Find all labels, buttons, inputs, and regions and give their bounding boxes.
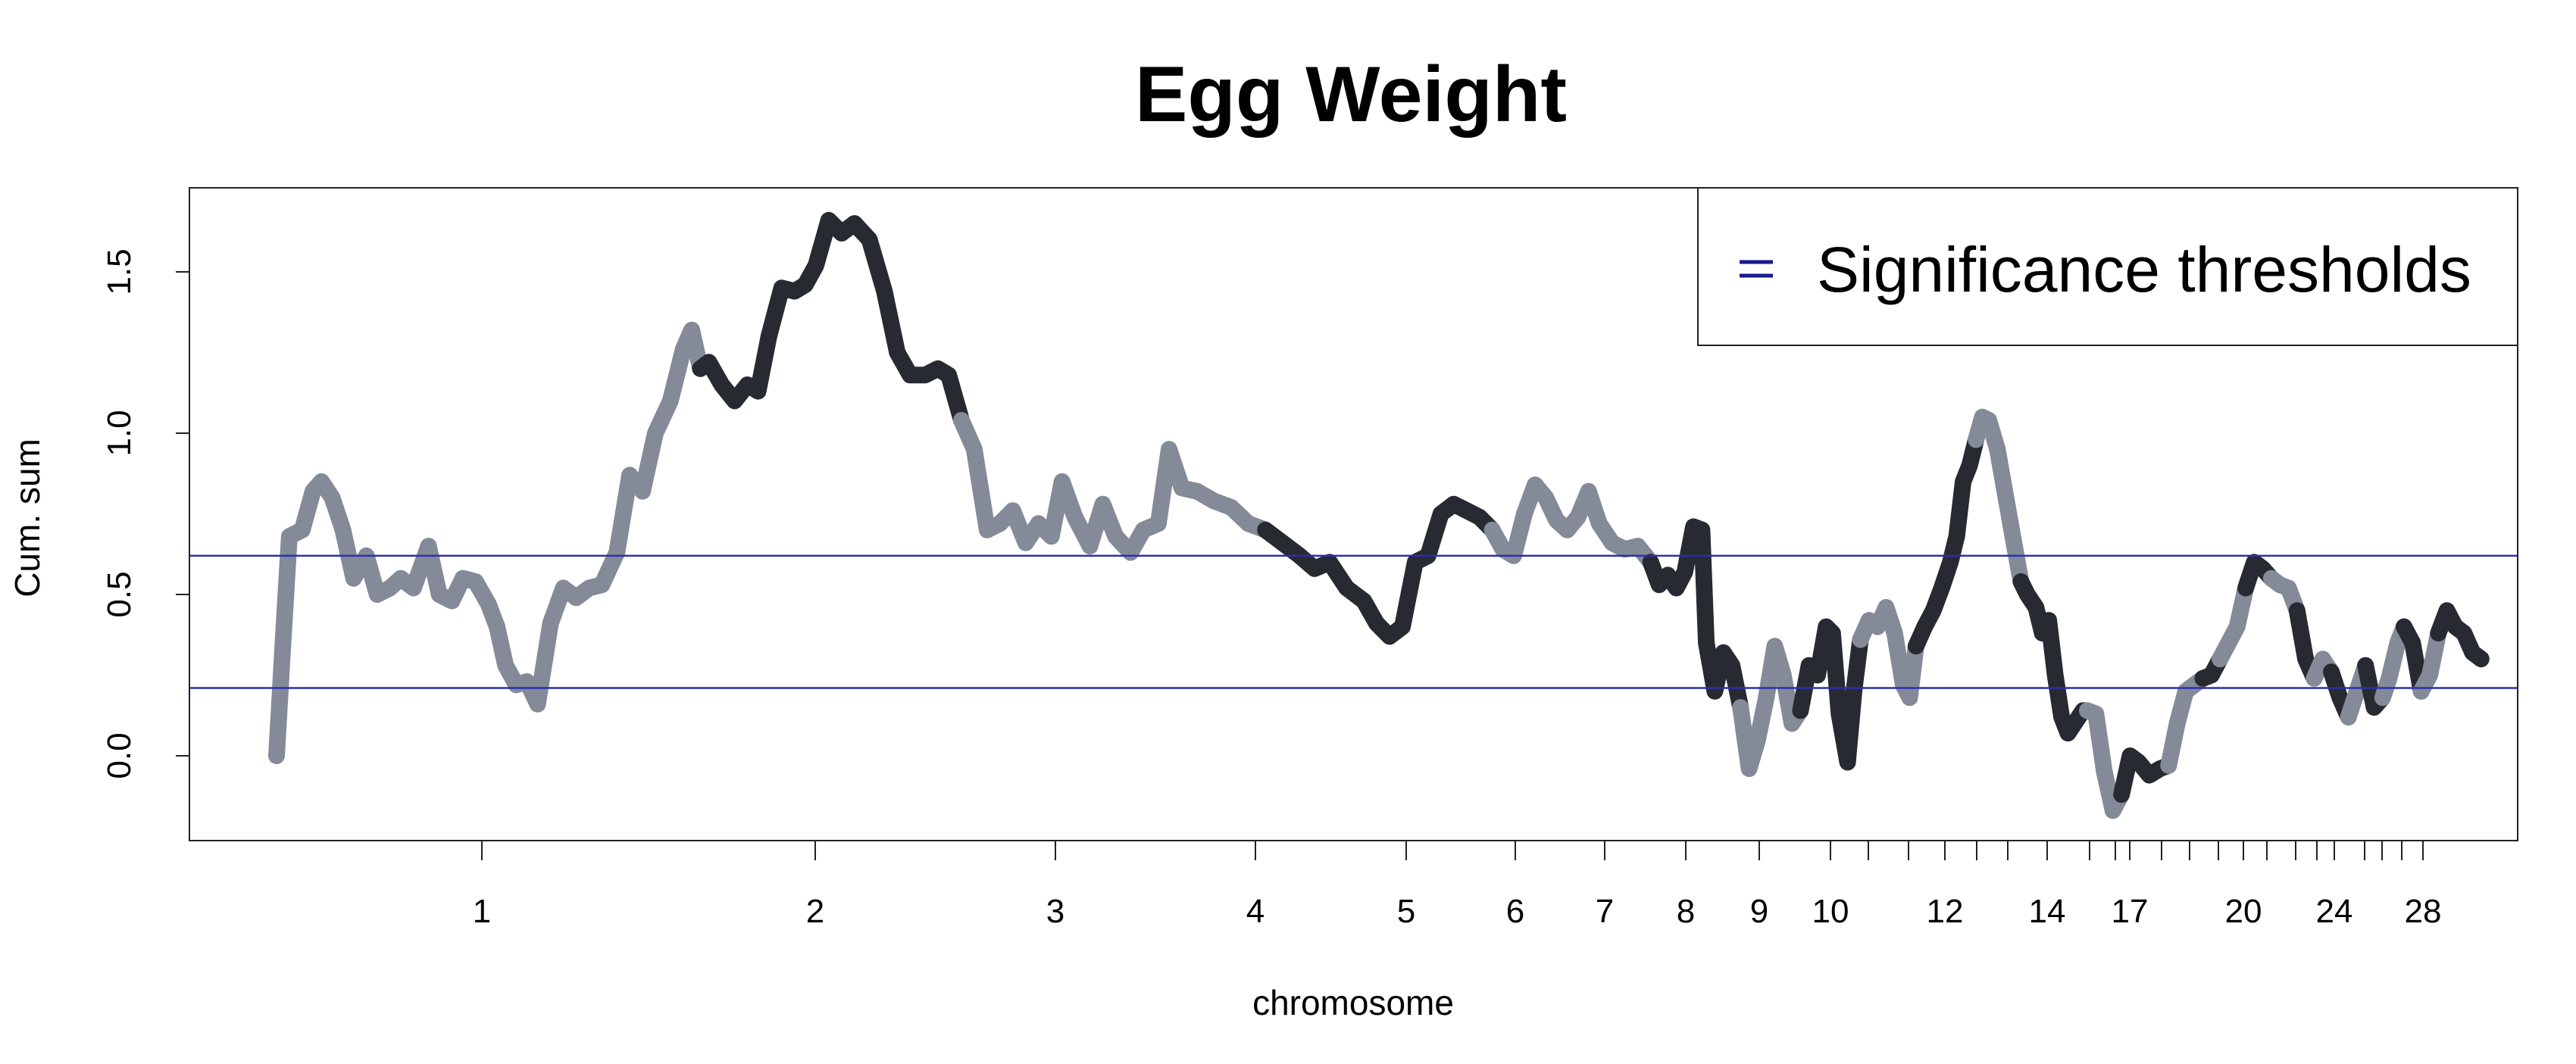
y-axis: 0.0 0.5 1.0 1.5 bbox=[101, 248, 189, 779]
chromosome-6-series-line bbox=[1642, 518, 1749, 716]
x-tick-label: 3 bbox=[1046, 893, 1064, 930]
legend-label: Significance thresholds bbox=[1817, 234, 2471, 305]
chromosome-8-series-line bbox=[1792, 618, 1869, 771]
legend-box: Significance thresholds bbox=[1697, 187, 2518, 346]
chromosome-12-series-line bbox=[2012, 573, 2096, 742]
chromosome-1-series-line bbox=[268, 321, 709, 764]
x-tick-label: 28 bbox=[2405, 893, 2442, 930]
x-tick-label: 9 bbox=[1750, 893, 1768, 930]
x-tick-label: 12 bbox=[1927, 893, 1964, 930]
y-tick-label: 1.0 bbox=[101, 410, 138, 456]
chromosome-17-series-line bbox=[2212, 579, 2254, 668]
y-tick-label: 1.5 bbox=[101, 248, 138, 295]
x-tick-label: 2 bbox=[806, 893, 824, 930]
data-series-layer bbox=[268, 211, 2490, 819]
chromosome-2-series-line bbox=[692, 211, 970, 429]
chromosome-7-series-line bbox=[1732, 638, 1809, 777]
x-tick-label: 24 bbox=[2316, 893, 2353, 930]
x-tick-label: 17 bbox=[2112, 893, 2149, 930]
x-tick-label: 5 bbox=[1397, 893, 1415, 930]
chromosome-11-series-line bbox=[1968, 408, 2030, 590]
chromosome-15-series-line bbox=[2160, 669, 2212, 774]
chromosome-4-series-line bbox=[1257, 495, 1501, 645]
x-axis: 1 2 3 4 5 6 7 8 9 10 12 14 17 20 24 28 bbox=[473, 840, 2442, 930]
chromosome-3-series-line bbox=[953, 412, 1274, 561]
x-tick-label: 14 bbox=[2029, 893, 2066, 930]
y-tick-label: 0.0 bbox=[101, 732, 138, 778]
x-tick-label: 6 bbox=[1506, 893, 1524, 930]
y-axis-label: Cum. sum bbox=[8, 438, 47, 598]
chromosome-9-series-line bbox=[1852, 599, 1924, 707]
x-tick-label: 8 bbox=[1677, 893, 1695, 930]
chromosome-10-series-line bbox=[1907, 431, 1985, 655]
x-tick-label: 1 bbox=[473, 893, 491, 930]
legend-frame bbox=[1697, 187, 2518, 346]
x-tick-label: 7 bbox=[1596, 893, 1614, 930]
chromosome-28-series-line bbox=[2430, 602, 2490, 668]
chart-title: Egg Weight bbox=[1135, 51, 1567, 139]
x-axis-label: chromosome bbox=[1252, 983, 1454, 1022]
chromosome-27-series-line bbox=[2412, 625, 2447, 700]
x-tick-label: 20 bbox=[2225, 893, 2262, 930]
threshold-layer bbox=[189, 554, 2518, 689]
chromosome-13-series-line bbox=[2079, 702, 2131, 819]
chromosome-5-series-line bbox=[1483, 476, 1659, 571]
chromosome-26-series-line bbox=[2396, 618, 2430, 700]
x-tick-label: 10 bbox=[1812, 893, 1849, 930]
y-tick-label: 0.5 bbox=[101, 571, 138, 617]
x-tick-label: 4 bbox=[1246, 893, 1265, 930]
chromosome-19-series-line bbox=[2262, 569, 2306, 619]
